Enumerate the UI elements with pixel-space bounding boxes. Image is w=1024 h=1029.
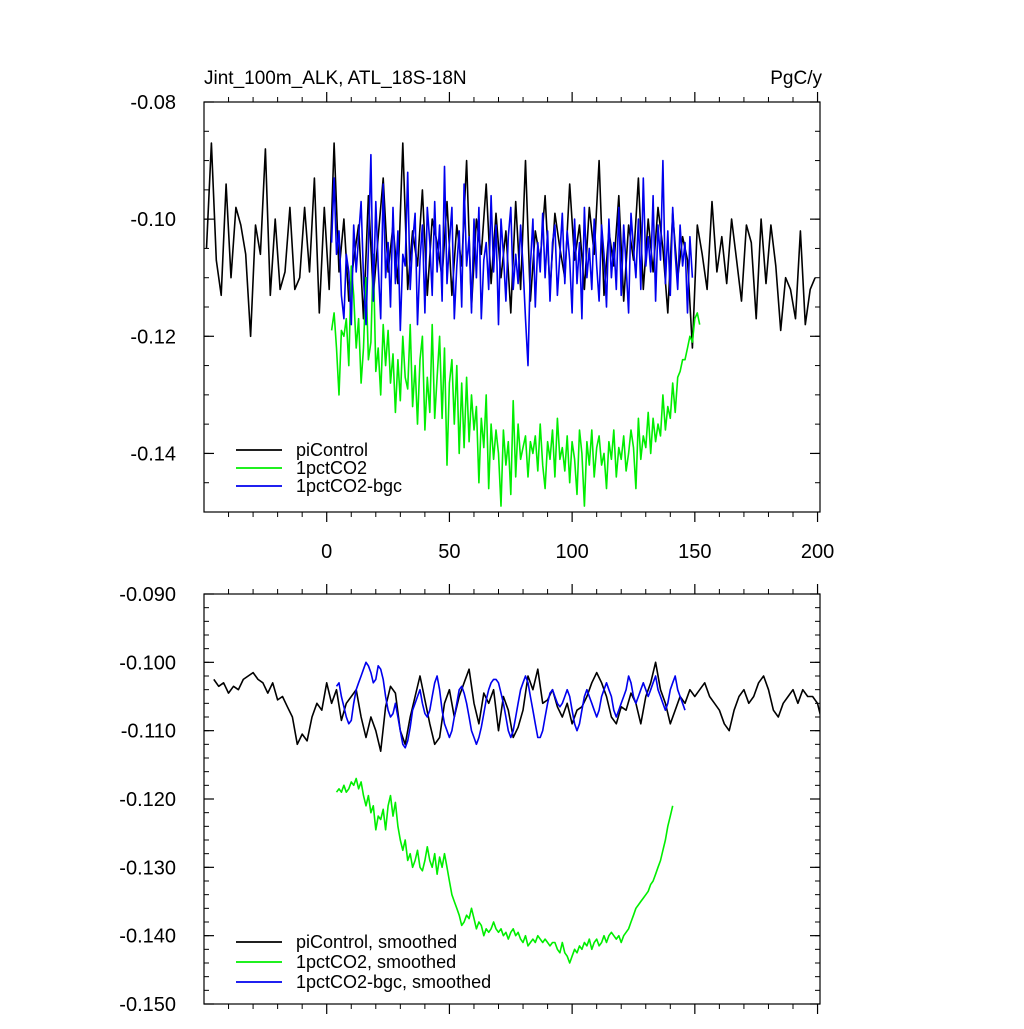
top-chart-title: Jint_100m_ALK, ATL_18S-18N bbox=[204, 68, 467, 89]
legend-label-1-0: piControl, smoothed bbox=[296, 932, 457, 952]
series-line-1-2 bbox=[335, 661, 686, 749]
y-tick-label: -0.14 bbox=[130, 443, 176, 465]
y-tick-label: -0.08 bbox=[130, 92, 176, 114]
top-panel: Jint_100m_ALK, ATL_18S-18N PgC/y 0 50 100 1… bbox=[130, 68, 834, 563]
legend-label-0-2: 1pctCO2-bgc bbox=[296, 476, 402, 496]
x-tick-label: 200 bbox=[801, 541, 834, 563]
legend-label-0-1: 1pctCO2 bbox=[296, 458, 367, 478]
y-tick-label: -0.090 bbox=[119, 584, 176, 606]
top-axis-layer: 0 50 100 150 200 -0.08 -0.10 -0.12 -0.14 bbox=[130, 92, 834, 563]
legend-label-1-1: 1pctCO2, smoothed bbox=[296, 952, 456, 972]
y-tick-label: -0.110 bbox=[121, 721, 176, 743]
series-line-0-0 bbox=[205, 142, 816, 349]
y-tick-label: -0.10 bbox=[130, 209, 176, 231]
x-tick-label: 50 bbox=[438, 541, 460, 563]
series-line-0-1 bbox=[330, 253, 701, 507]
y-tick-label: -0.120 bbox=[119, 789, 176, 811]
legend-label-0-0: piControl bbox=[296, 440, 368, 460]
series-line-1-1 bbox=[335, 777, 674, 964]
x-tick-label: 150 bbox=[678, 541, 711, 563]
y-tick-label: -0.150 bbox=[119, 994, 176, 1016]
bottom-panel: -0.090 -0.100 -0.110 -0.120 -0.130 -0.140 -0.1… bbox=[119, 584, 821, 1016]
legend-label-1-2: 1pctCO2-bgc, smoothed bbox=[296, 972, 491, 992]
y-tick-label: -0.12 bbox=[130, 326, 176, 348]
y-tick-label: -0.100 bbox=[119, 652, 176, 674]
top-chart-units: PgC/y bbox=[770, 68, 822, 89]
series-line-0-2 bbox=[330, 153, 694, 367]
y-tick-label: -0.140 bbox=[119, 926, 176, 948]
top-series-layer bbox=[205, 142, 816, 507]
bottom-axis-layer: -0.090 -0.100 -0.110 -0.120 -0.130 -0.140 -0.1… bbox=[119, 584, 821, 1016]
x-tick-label: 0 bbox=[321, 541, 332, 563]
series-line-1-0 bbox=[213, 661, 820, 753]
bottom-series-layer bbox=[213, 661, 820, 964]
x-tick-label: 100 bbox=[555, 541, 588, 563]
y-tick-label: -0.130 bbox=[119, 857, 176, 879]
